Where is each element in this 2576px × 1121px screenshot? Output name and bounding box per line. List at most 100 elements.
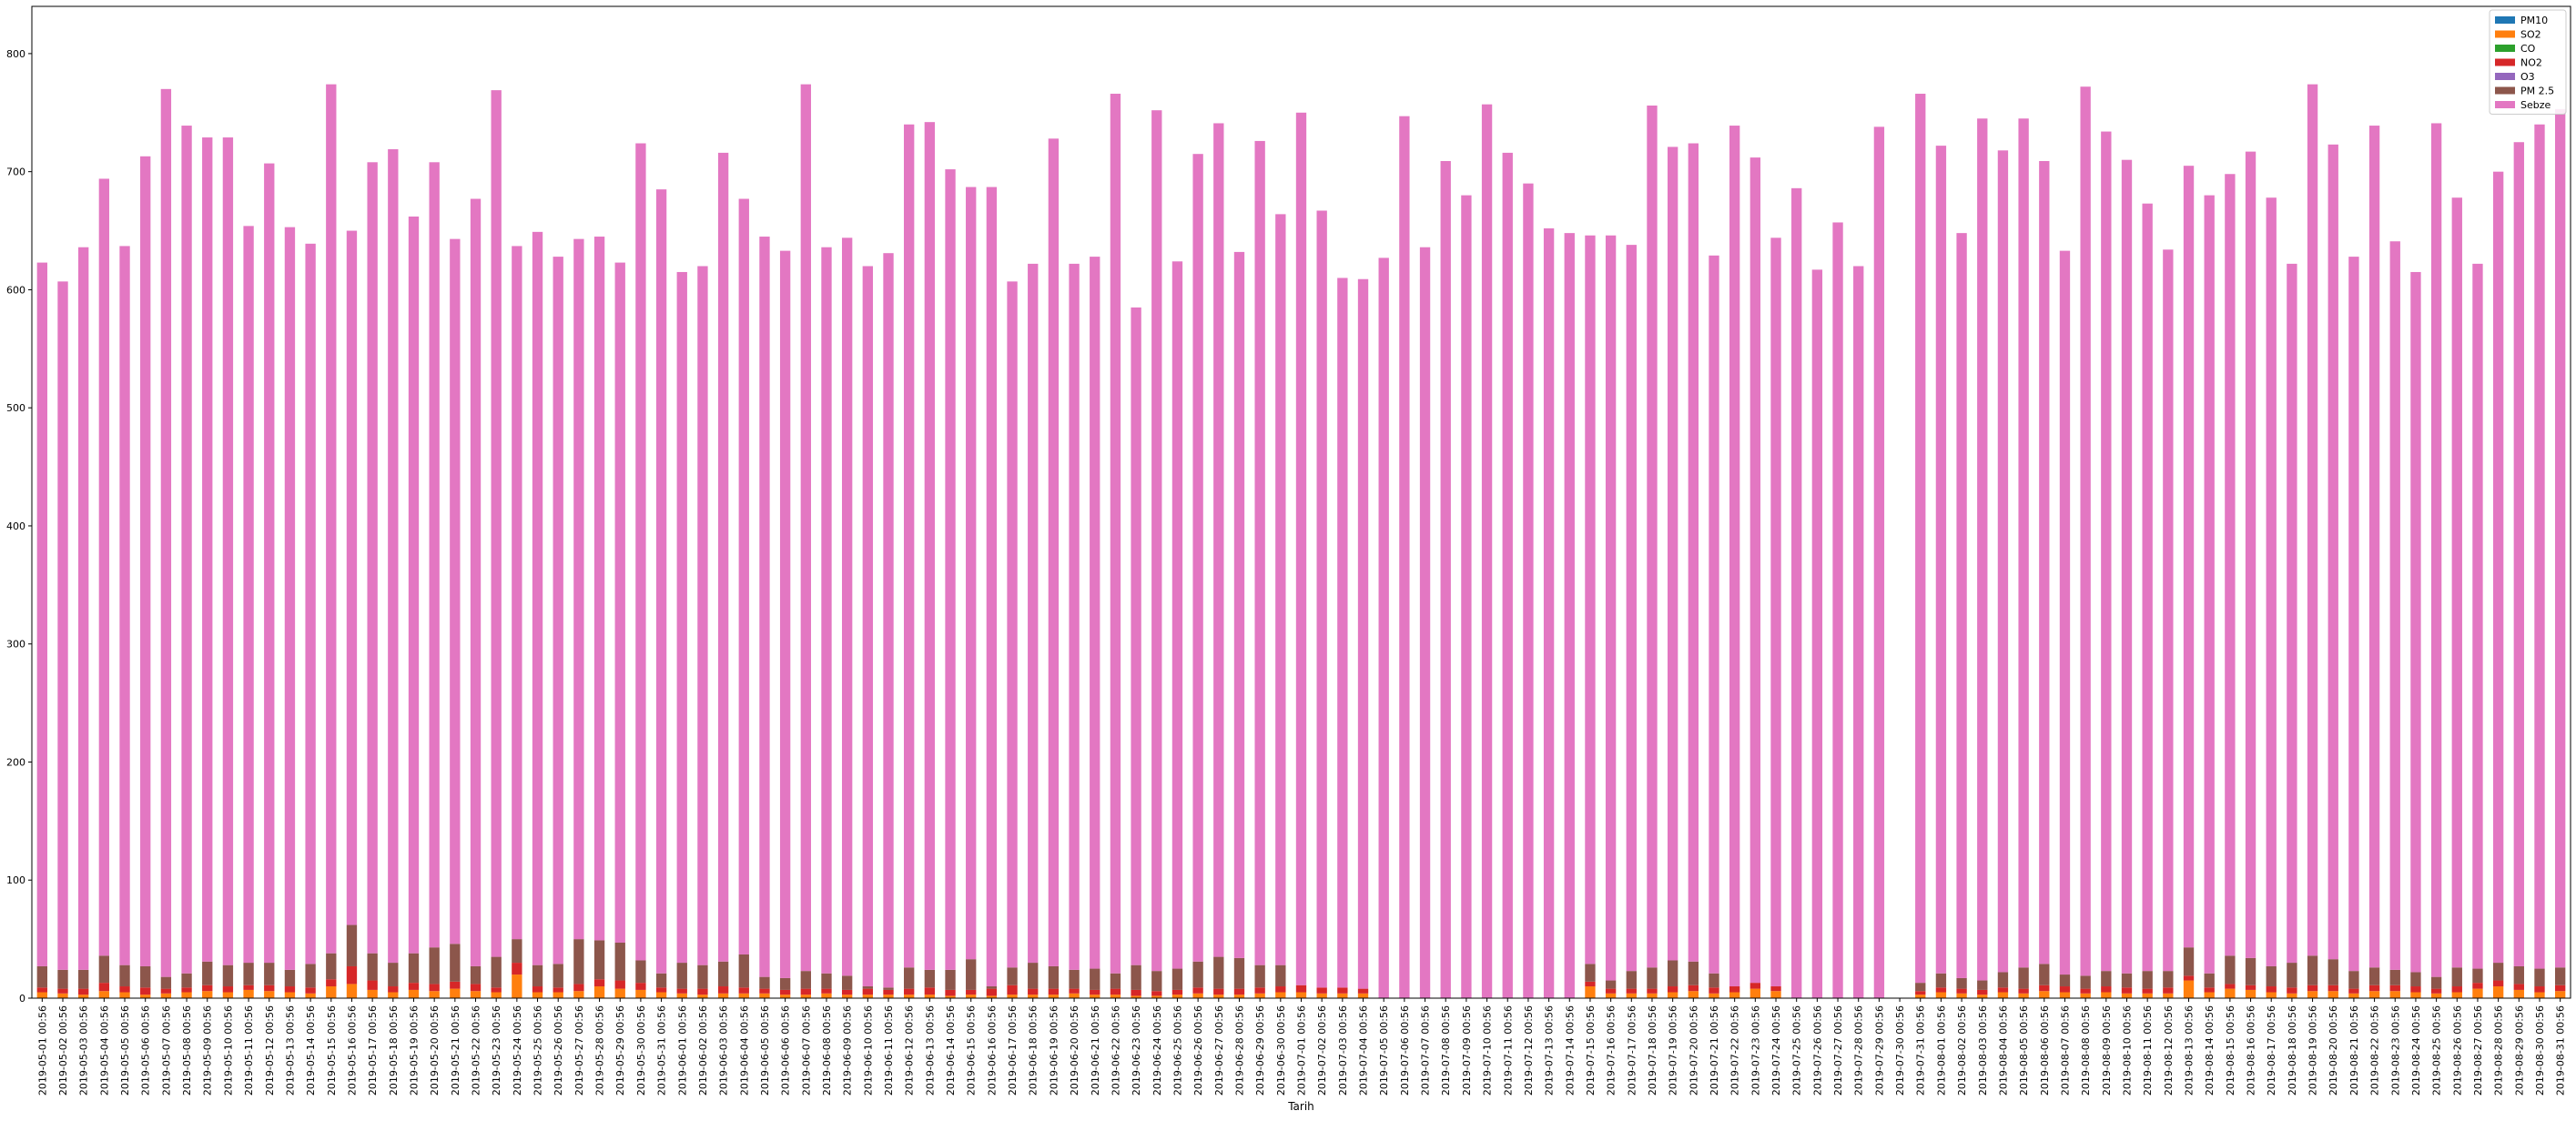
bar-so2-23 — [512, 975, 522, 998]
x-tick-label: 2019-05-11 00:56 — [243, 1005, 255, 1096]
bar-so2-60 — [1275, 992, 1286, 998]
bar-pm-2-5-19 — [429, 947, 440, 985]
x-tick-label: 2019-07-25 00:56 — [1791, 1005, 1803, 1096]
x-tick-label: 2019-06-14 00:56 — [945, 1005, 957, 1096]
bar-sebze-2 — [78, 247, 89, 970]
bar-so2-9 — [222, 992, 234, 998]
bar-sebze-58 — [1233, 251, 1245, 958]
bar-sebze-92 — [1935, 146, 1947, 974]
bar-so2-76 — [1605, 993, 1617, 998]
bar-pm-2-5-75 — [1585, 964, 1596, 982]
bar-pm-2-5-56 — [1192, 961, 1203, 988]
x-tick-label: 2019-05-15 00:56 — [326, 1005, 338, 1096]
bar-sebze-74 — [1564, 233, 1575, 998]
bar-no2-26 — [573, 984, 584, 992]
bar-pm-2-5-116 — [2430, 976, 2442, 989]
bar-so2-107 — [2245, 989, 2257, 998]
x-tick-label: 2019-08-24 00:56 — [2410, 1005, 2422, 1096]
bar-sebze-105 — [2204, 195, 2215, 974]
x-tick-label: 2019-05-16 00:56 — [346, 1005, 358, 1096]
x-tick-label: 2019-06-26 00:56 — [1192, 1005, 1204, 1096]
x-tick-label: 2019-05-18 00:56 — [388, 1005, 400, 1096]
x-tick-label: 2019-06-08 00:56 — [821, 1005, 833, 1096]
bar-so2-51 — [1090, 995, 1100, 998]
bar-pm-2-5-98 — [2059, 975, 2071, 987]
bar-sebze-56 — [1192, 154, 1203, 962]
bar-no2-42 — [904, 988, 915, 995]
bar-so2-22 — [491, 992, 502, 998]
x-tick-label: 2019-08-22 00:56 — [2369, 1005, 2381, 1096]
bar-so2-106 — [2225, 988, 2236, 998]
bar-pm-2-5-77 — [1626, 971, 1637, 989]
bar-so2-102 — [2142, 993, 2153, 998]
bar-sebze-16 — [367, 162, 378, 954]
bar-sebze-46 — [986, 187, 998, 987]
bar-so2-0 — [36, 992, 48, 998]
legend-label: PM 2.5 — [2520, 86, 2554, 97]
x-tick-label: 2019-08-28 00:56 — [2493, 1005, 2505, 1096]
bar-sebze-84 — [1770, 237, 1781, 987]
bar-pm-2-5-60 — [1275, 964, 1286, 987]
x-tick-label: 2019-08-08 00:56 — [2080, 1005, 2092, 1096]
bar-sebze-59 — [1254, 140, 1265, 965]
bar-pm-2-5-6 — [160, 976, 172, 989]
bar-so2-20 — [450, 988, 461, 998]
x-tick-label: 2019-07-01 00:56 — [1296, 1005, 1308, 1096]
bar-no2-103 — [2163, 987, 2174, 994]
bar-pm-2-5-43 — [924, 969, 936, 988]
bar-pm-2-5-79 — [1667, 960, 1678, 987]
bar-no2-36 — [779, 989, 791, 995]
bar-no2-38 — [821, 988, 832, 994]
bar-so2-17 — [388, 992, 399, 998]
bar-pm-2-5-92 — [1935, 973, 1947, 988]
bar-sebze-31 — [676, 271, 687, 964]
bar-so2-63 — [1337, 993, 1348, 998]
bar-sebze-60 — [1275, 214, 1286, 965]
bar-sebze-34 — [738, 198, 749, 954]
bar-sebze-1 — [57, 281, 68, 970]
bar-sebze-22 — [491, 90, 502, 957]
bar-sebze-69 — [1461, 195, 1472, 998]
bar-no2-5 — [140, 987, 151, 995]
bar-no2-119 — [2492, 980, 2504, 987]
bar-sebze-27 — [593, 237, 605, 941]
bar-no2-24 — [532, 986, 543, 993]
bar-sebze-66 — [1399, 116, 1410, 999]
bar-no2-64 — [1357, 988, 1369, 994]
bar-so2-105 — [2204, 992, 2215, 998]
bar-sebze-0 — [36, 262, 48, 966]
x-tick-label: 2019-05-30 00:56 — [635, 1005, 647, 1096]
bar-no2-19 — [429, 984, 440, 992]
bar-pm-2-5-100 — [2101, 971, 2112, 987]
bar-no2-51 — [1090, 989, 1100, 995]
x-tick-label: 2019-08-25 00:56 — [2431, 1005, 2443, 1096]
bar-no2-118 — [2472, 983, 2483, 989]
bar-sebze-11 — [264, 163, 275, 964]
x-axis: 2019-05-01 00:56 2019-05-02 00:56 2019-05-… — [36, 998, 2567, 1096]
x-tick-label: 2019-05-07 00:56 — [160, 1005, 172, 1096]
bar-sebze-85 — [1791, 187, 1802, 998]
bar-pm-2-5-76 — [1605, 980, 1617, 989]
x-tick-label: 2019-07-06 00:56 — [1399, 1005, 1411, 1096]
bar-so2-83 — [1749, 988, 1761, 998]
bar-no2-50 — [1069, 988, 1080, 994]
bar-pm-2-5-105 — [2204, 973, 2215, 988]
bar-sebze-40 — [862, 266, 873, 987]
bar-sebze-5 — [140, 156, 151, 966]
x-tick-label: 2019-08-19 00:56 — [2307, 1005, 2319, 1096]
bar-sebze-26 — [573, 238, 584, 940]
bar-no2-29 — [635, 983, 646, 990]
bar-no2-25 — [553, 987, 563, 993]
bar-sebze-38 — [821, 247, 832, 974]
bar-pm-2-5-110 — [2307, 955, 2318, 985]
x-tick-label: 2019-06-20 00:56 — [1069, 1005, 1080, 1096]
bar-no2-4 — [119, 986, 130, 993]
x-tick-label: 2019-05-23 00:56 — [491, 1005, 502, 1096]
x-tick-label: 2019-08-16 00:56 — [2246, 1005, 2257, 1096]
bar-so2-4 — [119, 992, 130, 998]
x-tick-label: 2019-08-27 00:56 — [2472, 1005, 2484, 1096]
x-tick-label: 2019-07-09 00:56 — [1461, 1005, 1473, 1096]
bar-no2-63 — [1337, 987, 1348, 994]
